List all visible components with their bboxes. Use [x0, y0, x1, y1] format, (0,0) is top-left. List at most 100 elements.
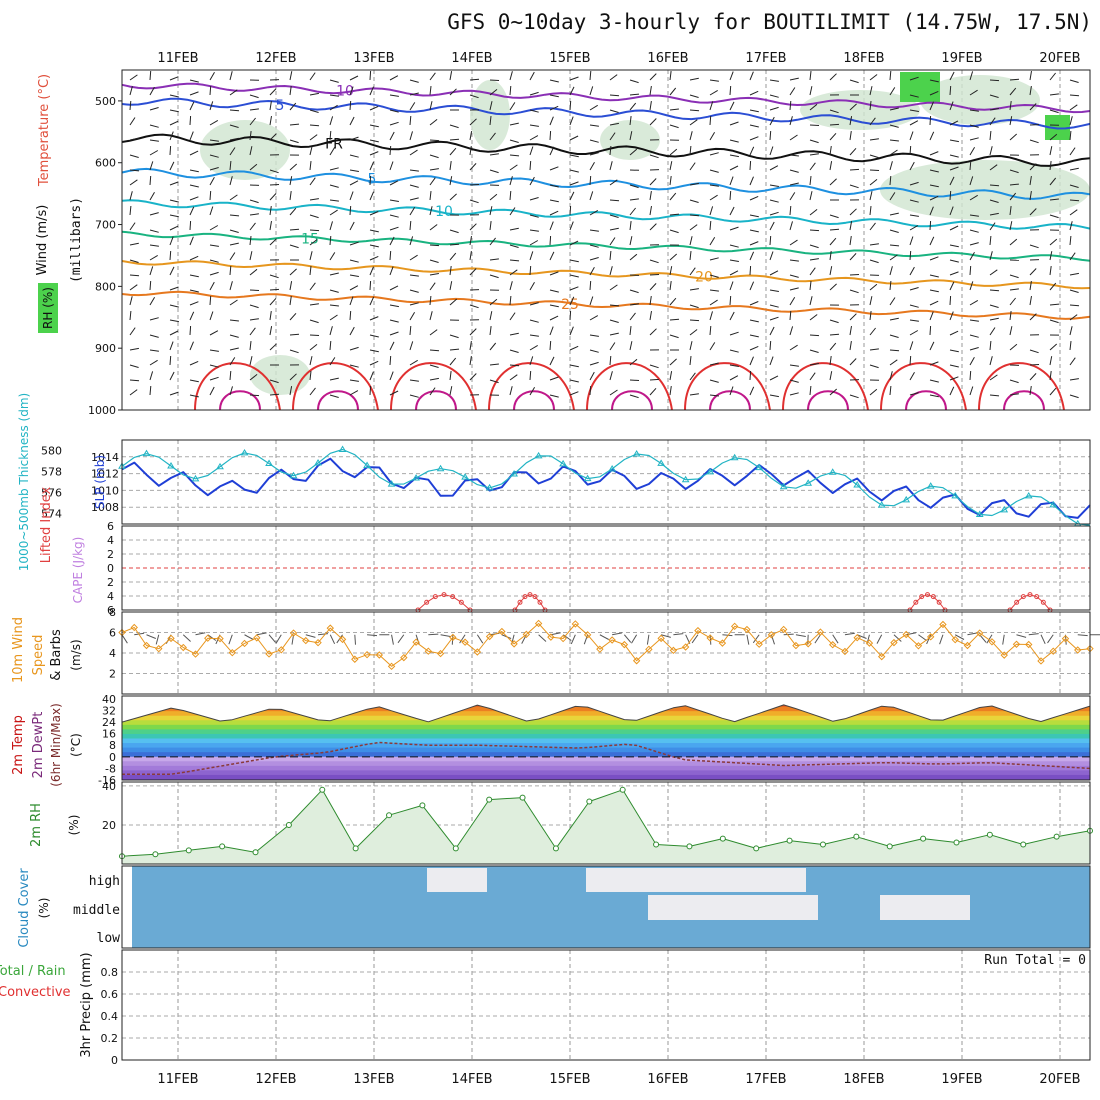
wind-barb	[869, 191, 873, 201]
millibars-axis-label: (millibars)	[69, 197, 84, 283]
wind-barb	[969, 265, 972, 276]
wind10-marker	[240, 639, 249, 648]
wind-barb	[1009, 183, 1019, 186]
wind-barb	[829, 333, 840, 336]
lifted-marker	[1040, 599, 1046, 605]
wind10-marker	[743, 625, 751, 634]
wind-barb	[169, 131, 174, 141]
wind-barb	[289, 207, 297, 216]
wind-barb	[769, 235, 772, 246]
wind-barb	[769, 289, 779, 292]
wind-barb	[1029, 244, 1039, 249]
wind-barb	[849, 289, 859, 294]
wind-barb	[1049, 214, 1059, 219]
wind-barb	[209, 71, 215, 81]
wind10-marker	[620, 640, 629, 649]
wind-barb	[349, 364, 359, 368]
wind-barb	[1069, 272, 1079, 276]
wind-barb	[169, 371, 175, 381]
wind-barb	[729, 244, 739, 248]
temp-tick-label: 40	[102, 693, 116, 706]
wind-barb	[669, 161, 673, 171]
wind-barb	[829, 237, 837, 246]
wind-barb	[169, 145, 172, 156]
wind-barb	[389, 94, 399, 97]
wind-barb	[769, 221, 775, 231]
wind-barb	[209, 376, 219, 381]
date-label-bottom: 19FEB	[941, 1072, 982, 1087]
rh2m-marker	[352, 845, 359, 852]
wind-barb	[1049, 387, 1057, 396]
wind10-barb	[814, 634, 821, 644]
wind-barb	[269, 274, 279, 279]
date-label-bottom: 20FEB	[1039, 1072, 1080, 1087]
wind-barb	[389, 180, 399, 186]
wind-barb	[769, 199, 779, 203]
cloud-pct-label: (%)	[37, 898, 51, 919]
wind-barb	[429, 295, 432, 306]
wind-barb	[309, 387, 316, 396]
wind-barb	[369, 161, 375, 171]
wind-barb	[929, 289, 939, 293]
date-label-bottom: 14FEB	[451, 1072, 492, 1087]
wind-barb	[169, 214, 179, 218]
wind-barb	[129, 154, 139, 158]
thickness-marker	[755, 463, 764, 471]
wind10-marker	[289, 629, 298, 637]
wind-barb	[909, 199, 919, 203]
wind-barb	[389, 250, 392, 261]
wind-barb	[689, 94, 699, 98]
wind10-barb	[1002, 634, 1005, 645]
wind-barb	[849, 274, 860, 276]
pressure-tick-label: 600	[95, 157, 116, 170]
wind-barb	[989, 94, 999, 98]
wind-barb	[449, 124, 459, 129]
wind-barb	[949, 154, 959, 158]
wind-barb	[809, 71, 812, 81]
wind-barb	[969, 160, 972, 171]
wind-barb	[1049, 72, 1056, 81]
wind-barb	[529, 109, 539, 113]
wind10-barb	[550, 632, 561, 636]
thickness-marker	[289, 471, 298, 479]
wind-barb	[649, 154, 659, 159]
wind-barb	[329, 167, 339, 171]
warm-contour	[978, 362, 1065, 411]
wind10-marker	[534, 619, 543, 628]
warm-contour-inner	[219, 390, 261, 411]
wind-barb	[629, 379, 640, 381]
wind-barb	[509, 349, 519, 353]
wind10-barb	[1040, 634, 1046, 645]
wind-barb	[429, 329, 438, 336]
wind-barb	[529, 334, 539, 337]
wind10-barb	[195, 632, 206, 636]
wind-barb	[649, 101, 652, 111]
wind-barb	[589, 257, 599, 261]
wind-barb	[969, 242, 979, 246]
wind10-marker	[963, 641, 972, 650]
date-label-top: 13FEB	[353, 51, 394, 66]
wind10-frame	[121, 611, 1091, 695]
wind-barb	[489, 311, 493, 321]
wind-barb	[789, 221, 793, 231]
wind-barb	[189, 341, 194, 351]
wind-barb	[729, 349, 739, 353]
wind-barb	[989, 235, 992, 246]
thickness-marker	[657, 459, 666, 466]
wind-barb	[1009, 78, 1020, 81]
wind-barb	[289, 296, 292, 306]
wind-barb	[729, 311, 735, 321]
wind10-barb	[329, 634, 336, 645]
wind-barb	[909, 76, 919, 81]
wind-barb	[809, 363, 819, 366]
wind10-marker	[632, 657, 641, 665]
date-label-top: 19FEB	[941, 51, 982, 66]
wind-barb	[349, 259, 359, 263]
wind-barb	[429, 224, 438, 231]
temp-band	[122, 769, 1090, 775]
wind-barb	[769, 270, 779, 276]
lifted-marker	[919, 594, 925, 600]
wind-barb	[149, 161, 154, 171]
wind-barb	[249, 213, 259, 216]
